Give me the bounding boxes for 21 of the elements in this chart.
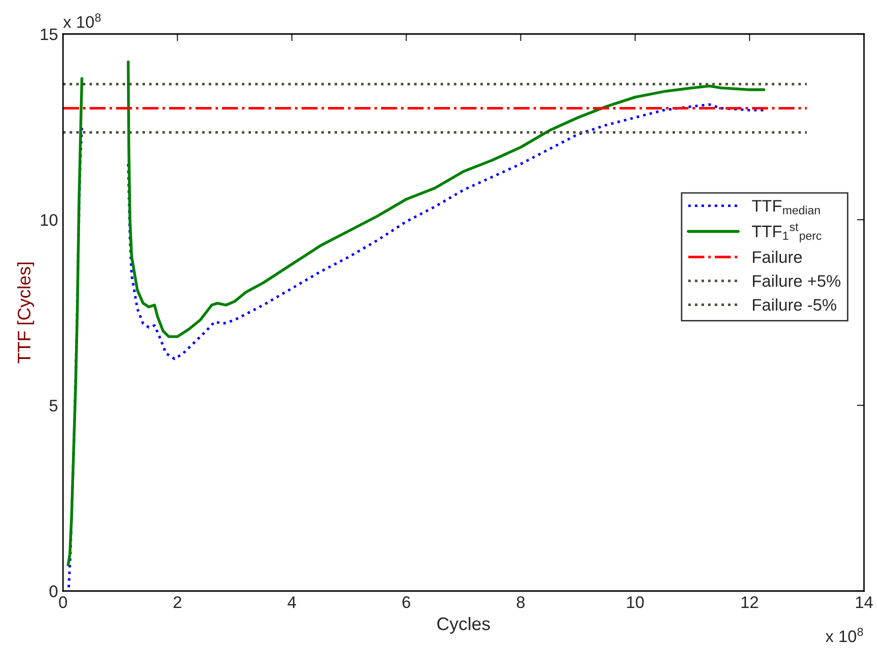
legend-label: Failure -5% (752, 298, 836, 311)
x-tick-label: 8 (516, 596, 525, 608)
x-tick-label: 4 (288, 596, 296, 608)
x-tick-label: 14 (856, 596, 873, 608)
legend-label: TTF$_{1}$$^{st}$$_{perc}$ (752, 223, 822, 242)
y-tick-label: 5 (50, 400, 58, 412)
x-tick-label: 0 (59, 596, 67, 608)
x-tick-label: 12 (742, 596, 758, 608)
text: x 10$^{8}$ (826, 628, 863, 642)
legend-label: Failure (752, 250, 802, 264)
y-tick-label: 10 (40, 214, 58, 226)
x-axis-title: Cycles (437, 616, 490, 634)
y-tick-label: 15 (40, 28, 58, 40)
x-tick-label: 10 (627, 596, 644, 608)
legend-label: Failure +5% (752, 274, 840, 287)
y-tick-label: 0 (50, 585, 58, 598)
x-tick-label: 6 (402, 596, 410, 608)
y-axis-title: TTF [Cycles] (17, 262, 34, 364)
text: x 10$^{8}$ (63, 13, 101, 28)
legend-label: TTF$_{median}$ (752, 200, 820, 214)
x-tick-label: 2 (174, 596, 182, 608)
